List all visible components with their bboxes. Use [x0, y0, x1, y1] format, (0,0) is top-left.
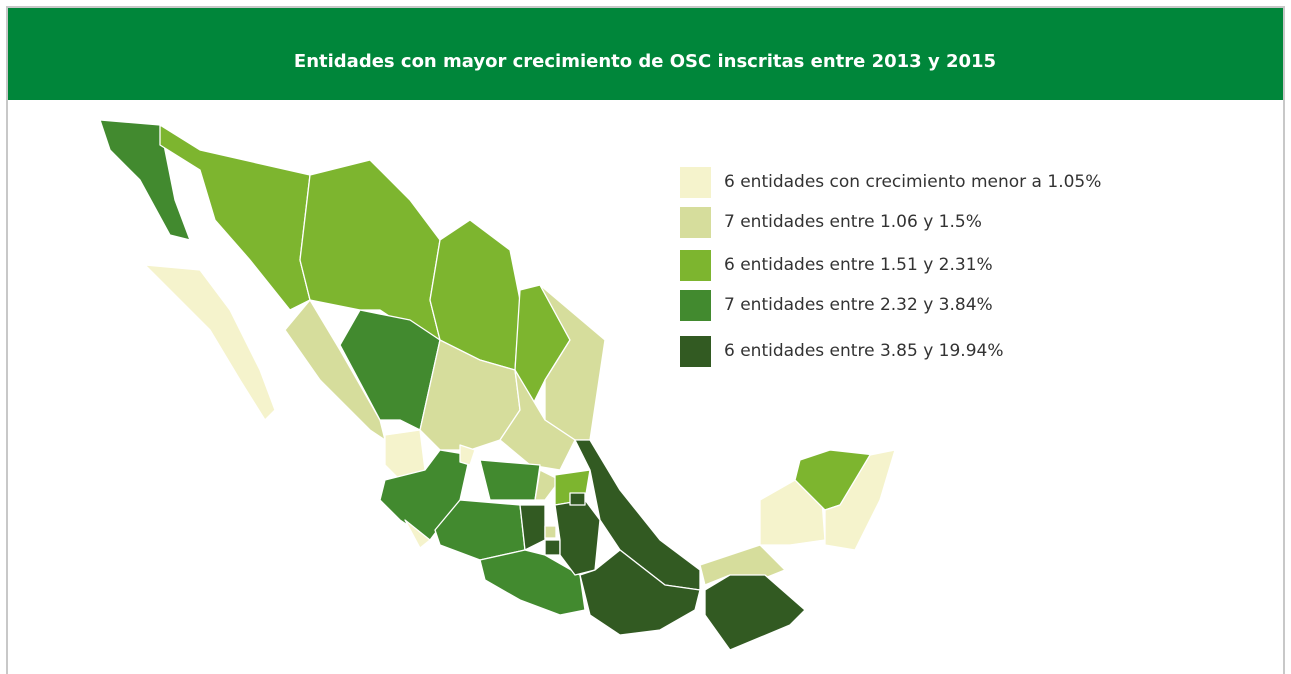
state-region [824, 449, 896, 551]
state-region [479, 549, 586, 616]
state-region [499, 369, 576, 471]
state-region [704, 574, 806, 651]
state-region [159, 124, 311, 311]
state-region [569, 492, 586, 506]
state-region [404, 519, 431, 549]
state-region [479, 459, 541, 501]
mexico-map [99, 119, 896, 651]
legend-swatch [680, 167, 711, 198]
state-region [579, 549, 701, 636]
legend-label: 6 entidades entre 1.51 y 2.31% [724, 255, 993, 275]
header-band [8, 8, 1283, 100]
legend-label: 6 entidades entre 3.85 y 19.94% [724, 341, 1003, 361]
state-region [554, 499, 601, 576]
state-region [144, 264, 276, 421]
legend-swatch [680, 290, 711, 321]
legend-swatch [680, 207, 711, 238]
legend-label: 6 entidades con crecimiento menor a 1.05… [724, 172, 1101, 192]
legend-swatch [680, 250, 711, 281]
frame [6, 6, 1285, 674]
state-region [544, 539, 561, 556]
state-region [459, 444, 476, 466]
state-region [534, 469, 561, 501]
state-region [544, 525, 557, 539]
title: Entidades con mayor crecimiento de OSC i… [294, 51, 996, 72]
state-region [284, 299, 386, 441]
legend-label: 7 entidades entre 2.32 y 3.84% [724, 295, 993, 315]
legend-swatch [680, 336, 711, 367]
legend: 6 entidades con crecimiento menor a 1.05… [680, 167, 1101, 367]
legend-label: 7 entidades entre 1.06 y 1.5% [724, 212, 982, 232]
